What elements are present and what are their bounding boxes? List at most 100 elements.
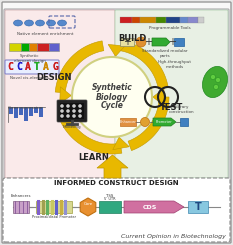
Ellipse shape — [35, 20, 45, 26]
Text: +: + — [144, 37, 152, 47]
Polygon shape — [55, 41, 104, 93]
Bar — [180, 118, 188, 126]
FancyBboxPatch shape — [5, 10, 115, 178]
Text: Library
construction: Library construction — [169, 105, 195, 114]
Bar — [156, 17, 166, 23]
Text: Synthetic: Synthetic — [92, 84, 132, 93]
Circle shape — [213, 85, 219, 89]
Circle shape — [72, 57, 152, 137]
Text: A: A — [43, 62, 49, 72]
Polygon shape — [108, 44, 125, 56]
Bar — [188, 201, 208, 213]
Circle shape — [216, 77, 220, 83]
Bar — [188, 17, 198, 23]
Text: Cycle: Cycle — [101, 101, 123, 110]
Text: Standardized modular
parts: Standardized modular parts — [142, 49, 188, 58]
Bar — [49, 43, 59, 51]
Text: Modeling: Modeling — [63, 125, 81, 129]
Bar — [60, 103, 84, 119]
Bar — [120, 38, 134, 46]
Text: Native element enrichment: Native element enrichment — [17, 32, 73, 36]
Text: T: T — [34, 62, 40, 72]
FancyBboxPatch shape — [3, 178, 230, 242]
Circle shape — [78, 114, 82, 118]
Text: Enhancer: Enhancer — [120, 120, 136, 124]
Bar — [132, 17, 140, 23]
Circle shape — [72, 114, 76, 118]
Text: TEST: TEST — [160, 102, 184, 111]
Text: Novel cis-elements: Novel cis-elements — [10, 76, 49, 80]
Text: CDS: CDS — [143, 205, 157, 209]
Text: C: C — [16, 62, 22, 72]
Bar — [198, 17, 204, 23]
FancyBboxPatch shape — [5, 60, 59, 74]
Text: +: + — [123, 37, 131, 47]
Circle shape — [78, 104, 82, 108]
FancyBboxPatch shape — [115, 10, 228, 178]
FancyBboxPatch shape — [2, 2, 231, 243]
Text: +: + — [168, 37, 176, 47]
Text: Enhancers: Enhancers — [11, 194, 31, 198]
Bar — [166, 17, 180, 23]
Polygon shape — [152, 38, 170, 46]
Text: Promoter: Promoter — [156, 120, 172, 124]
Bar — [120, 118, 136, 126]
Circle shape — [60, 109, 64, 113]
Polygon shape — [97, 155, 128, 178]
Bar — [19, 107, 23, 115]
Circle shape — [140, 118, 150, 126]
Bar — [37, 43, 49, 51]
Polygon shape — [113, 137, 129, 150]
Polygon shape — [120, 41, 168, 89]
Bar — [174, 38, 184, 46]
Text: T: T — [195, 202, 201, 212]
Bar — [21, 43, 29, 51]
Text: G: G — [52, 62, 58, 72]
Text: C: C — [7, 62, 13, 72]
Text: Gene expression: Gene expression — [8, 106, 42, 110]
Polygon shape — [153, 89, 164, 105]
Text: BUILD: BUILD — [118, 35, 146, 44]
Bar — [24, 107, 28, 121]
Text: Programmable Tools: Programmable Tools — [149, 26, 191, 30]
Polygon shape — [128, 97, 169, 151]
Circle shape — [60, 114, 64, 118]
Text: Biology: Biology — [96, 93, 128, 101]
Bar — [180, 17, 188, 23]
Text: High-throughput
methods: High-throughput methods — [158, 60, 192, 69]
Bar — [120, 17, 132, 23]
Circle shape — [66, 114, 70, 118]
Bar — [9, 107, 13, 114]
Bar — [13, 201, 29, 213]
Bar — [29, 107, 33, 116]
Text: TSS: TSS — [106, 194, 114, 198]
Text: DESIGN: DESIGN — [36, 73, 72, 82]
Text: C: C — [7, 62, 13, 72]
Text: INFORMED CONSTRUCT DESIGN: INFORMED CONSTRUCT DESIGN — [54, 180, 178, 186]
FancyBboxPatch shape — [57, 100, 87, 122]
Text: Proximal/distal Promoter: Proximal/distal Promoter — [32, 215, 76, 219]
Text: Core: Core — [83, 202, 93, 206]
Circle shape — [66, 109, 70, 113]
Text: A: A — [25, 62, 31, 72]
Text: G: G — [52, 62, 58, 72]
Ellipse shape — [58, 20, 66, 26]
Circle shape — [66, 104, 70, 108]
Text: A: A — [43, 62, 49, 72]
FancyBboxPatch shape — [4, 9, 229, 179]
Circle shape — [136, 37, 146, 47]
Circle shape — [72, 104, 76, 108]
Text: C: C — [16, 62, 22, 72]
Circle shape — [210, 74, 216, 79]
Text: 5’ UTR: 5’ UTR — [104, 196, 116, 200]
Polygon shape — [58, 113, 122, 154]
Text: Current Opinion in Biotechnology: Current Opinion in Biotechnology — [121, 234, 226, 239]
Ellipse shape — [14, 20, 23, 26]
Ellipse shape — [24, 20, 34, 26]
Polygon shape — [60, 87, 71, 104]
Text: T: T — [34, 62, 40, 72]
Circle shape — [72, 109, 76, 113]
Bar — [39, 107, 43, 117]
Bar — [99, 201, 121, 213]
Polygon shape — [80, 198, 96, 216]
